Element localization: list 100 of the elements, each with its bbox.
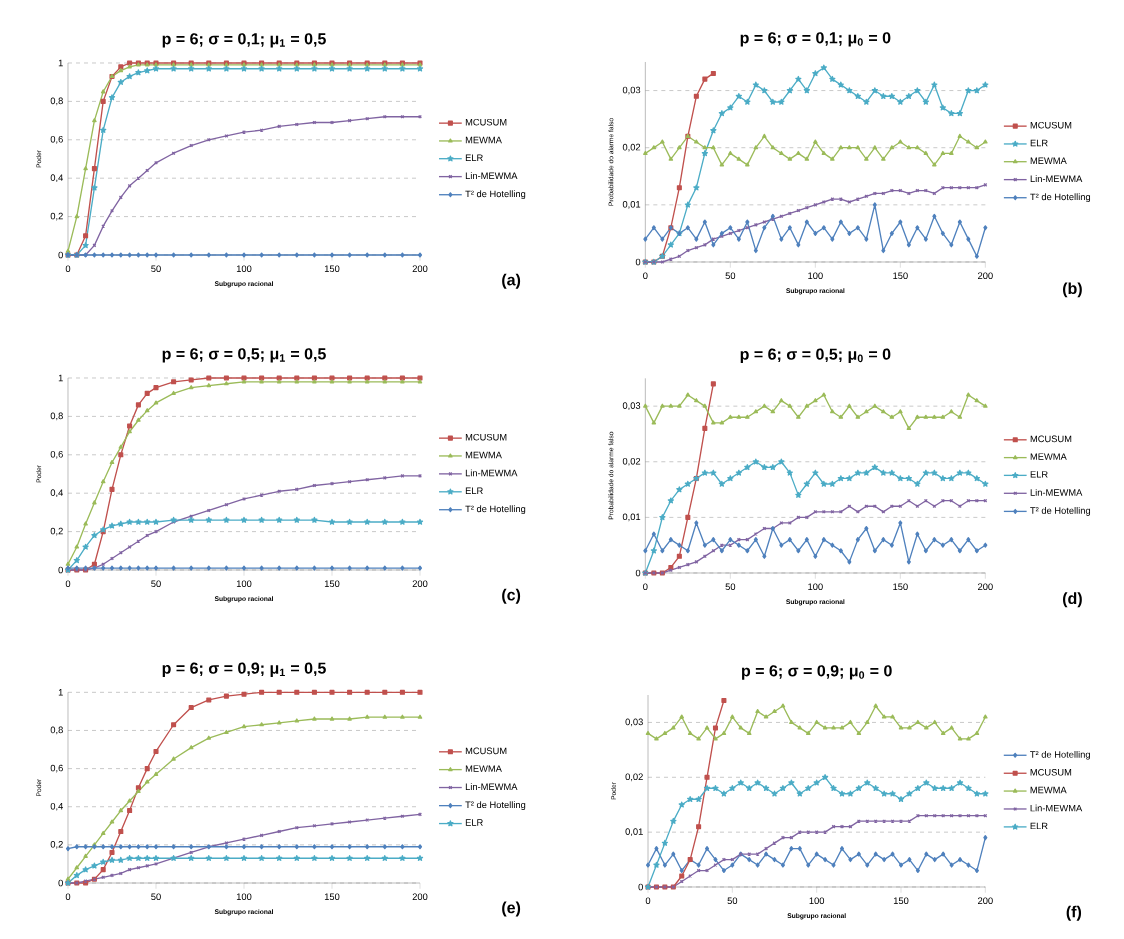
y-tick-label: 0,01 — [622, 513, 641, 522]
y-tick-label: 0 — [58, 251, 63, 259]
y-tick-label: 0,8 — [50, 97, 63, 106]
x-tick-label: 150 — [893, 272, 908, 279]
y-tick-label: 0,03 — [625, 718, 643, 727]
legend-label: Lin-MEWMA — [1030, 488, 1083, 496]
x-tick-label: 50 — [725, 583, 736, 590]
legend-label: MCUSUM — [1030, 435, 1072, 443]
text: (d) — [1063, 592, 1082, 608]
x-tick-label: 50 — [151, 580, 161, 587]
y-tick-label: 0,02 — [622, 143, 641, 152]
y-tick-label: 0 — [58, 566, 63, 574]
text: (c) — [502, 588, 521, 604]
legend-label: ELR — [465, 487, 483, 495]
y-tick-label: 0,02 — [625, 773, 643, 782]
x-tick-label: 100 — [809, 897, 825, 904]
y-tick-label: 0 — [58, 879, 63, 887]
legend-label: MCUSUM — [465, 118, 507, 126]
x-tick-label: 100 — [236, 265, 252, 272]
legend-label: MEWMA — [465, 451, 502, 459]
y-tick-label: 0 — [635, 258, 641, 266]
chart-title: p = 6; σ = 0,1; μ$_{0}$ = 0 — [740, 32, 891, 47]
y-tick-label: 0,2 — [50, 841, 63, 849]
y-tick-label: 0,03 — [622, 402, 641, 410]
legend-label: ELR — [465, 154, 483, 161]
x-tick-label: 200 — [412, 580, 428, 587]
legend-label: T² de Hotelling — [1030, 193, 1091, 203]
x-tick-label: 0 — [645, 897, 651, 904]
y-tick-label: 0,6 — [50, 450, 63, 459]
y-tick-label: 0,8 — [50, 726, 63, 735]
chart-title: p = 6; σ = 0,5; μ$_{0}$ = 0 — [740, 348, 891, 363]
x-tick-label: 50 — [151, 265, 161, 272]
y-tick-label: 0,2 — [50, 527, 63, 536]
x-tick-label: 150 — [324, 893, 340, 900]
text: (e) — [502, 901, 521, 917]
legend-label: MEWMA — [1030, 786, 1067, 794]
y-tick-label: 0,6 — [50, 135, 63, 144]
y-tick-label: 0,02 — [622, 457, 641, 466]
x-tick-label: 0 — [643, 272, 648, 279]
x-tick-label: 200 — [978, 583, 993, 590]
x-tick-label: 100 — [236, 580, 252, 587]
legend-label: ELR — [1030, 139, 1048, 147]
chart-title: p = 6; σ = 0,5; μ$_{1}$ = 0,5 — [162, 348, 326, 363]
y-tick-label: 0,01 — [622, 201, 641, 209]
x-tick-label: 0 — [65, 580, 71, 587]
text: (f) — [1066, 905, 1082, 921]
y-tick-label: 0,03 — [622, 86, 641, 95]
legend-label: T² de Hotelling — [465, 190, 526, 200]
legend-label: Lin-MEWMA — [465, 172, 518, 180]
x-tick-label: 0 — [65, 265, 71, 272]
legend-label: MCUSUM — [1030, 121, 1072, 129]
chart-title: p = 6; σ = 0,9; μ$_{1}$ = 0,5 — [162, 662, 326, 677]
x-tick-label: 150 — [324, 265, 340, 272]
y-tick-label: 1 — [58, 374, 63, 382]
legend-label: MCUSUM — [465, 433, 507, 441]
legend-label: Lin-MEWMA — [1030, 804, 1083, 812]
x-tick-label: 200 — [412, 893, 428, 900]
legend-label: Lin-MEWMA — [1030, 175, 1083, 183]
legend-label: MEWMA — [465, 136, 502, 144]
y-tick-label: 1 — [58, 59, 63, 67]
legend-label: T² de Hotelling — [465, 505, 526, 515]
y-tick-label: 0,2 — [50, 212, 63, 221]
x-tick-label: 100 — [808, 583, 823, 590]
chart-title: p = 6; σ = 0,1; μ$_{1}$ = 0,5 — [162, 33, 326, 48]
legend-label: T² de Hotelling — [465, 801, 526, 810]
y-tick-label: 0,01 — [625, 828, 643, 836]
legend-label: ELR — [1030, 822, 1048, 830]
x-tick-label: 100 — [808, 272, 823, 279]
y-tick-label: 0,4 — [50, 174, 64, 183]
x-tick-label: 50 — [151, 893, 161, 900]
x-tick-label: 200 — [412, 265, 428, 272]
legend-label: ELR — [1030, 471, 1048, 478]
x-tick-label: 150 — [893, 583, 908, 590]
x-tick-label: 0 — [643, 583, 648, 590]
y-tick-label: 1 — [58, 689, 63, 696]
legend-label: Lin-MEWMA — [465, 783, 518, 790]
x-tick-label: 150 — [324, 580, 340, 587]
legend-label: MEWMA — [465, 765, 502, 772]
legend-label: T² de Hotelling — [1030, 507, 1091, 516]
legend-label: MCUSUM — [1030, 769, 1072, 776]
x-tick-label: 150 — [893, 897, 909, 904]
y-tick-label: 0 — [635, 569, 641, 577]
text: (b) — [1063, 282, 1082, 298]
x-tick-label: 100 — [236, 893, 252, 900]
legend-label: T² de Hotelling — [1030, 750, 1090, 760]
chart-title: p = 6; σ = 0,9; μ$_{0}$ = 0 — [742, 665, 892, 680]
x-tick-label: 0 — [65, 893, 71, 900]
y-tick-label: 0,4 — [50, 802, 64, 811]
y-tick-label: 0,8 — [50, 412, 63, 421]
y-tick-label: 0 — [638, 883, 643, 891]
x-tick-label: 200 — [978, 897, 993, 904]
legend-label: Lin-MEWMA — [465, 469, 518, 477]
x-tick-label: 200 — [978, 272, 993, 279]
y-tick-label: 0,4 — [50, 489, 64, 498]
y-tick-label: 0,6 — [50, 764, 63, 773]
legend-label: ELR — [465, 819, 483, 826]
text: (a) — [502, 273, 521, 289]
x-tick-label: 50 — [727, 897, 738, 904]
legend-label: MCUSUM — [465, 747, 507, 755]
legend-label: MEWMA — [1030, 157, 1067, 164]
